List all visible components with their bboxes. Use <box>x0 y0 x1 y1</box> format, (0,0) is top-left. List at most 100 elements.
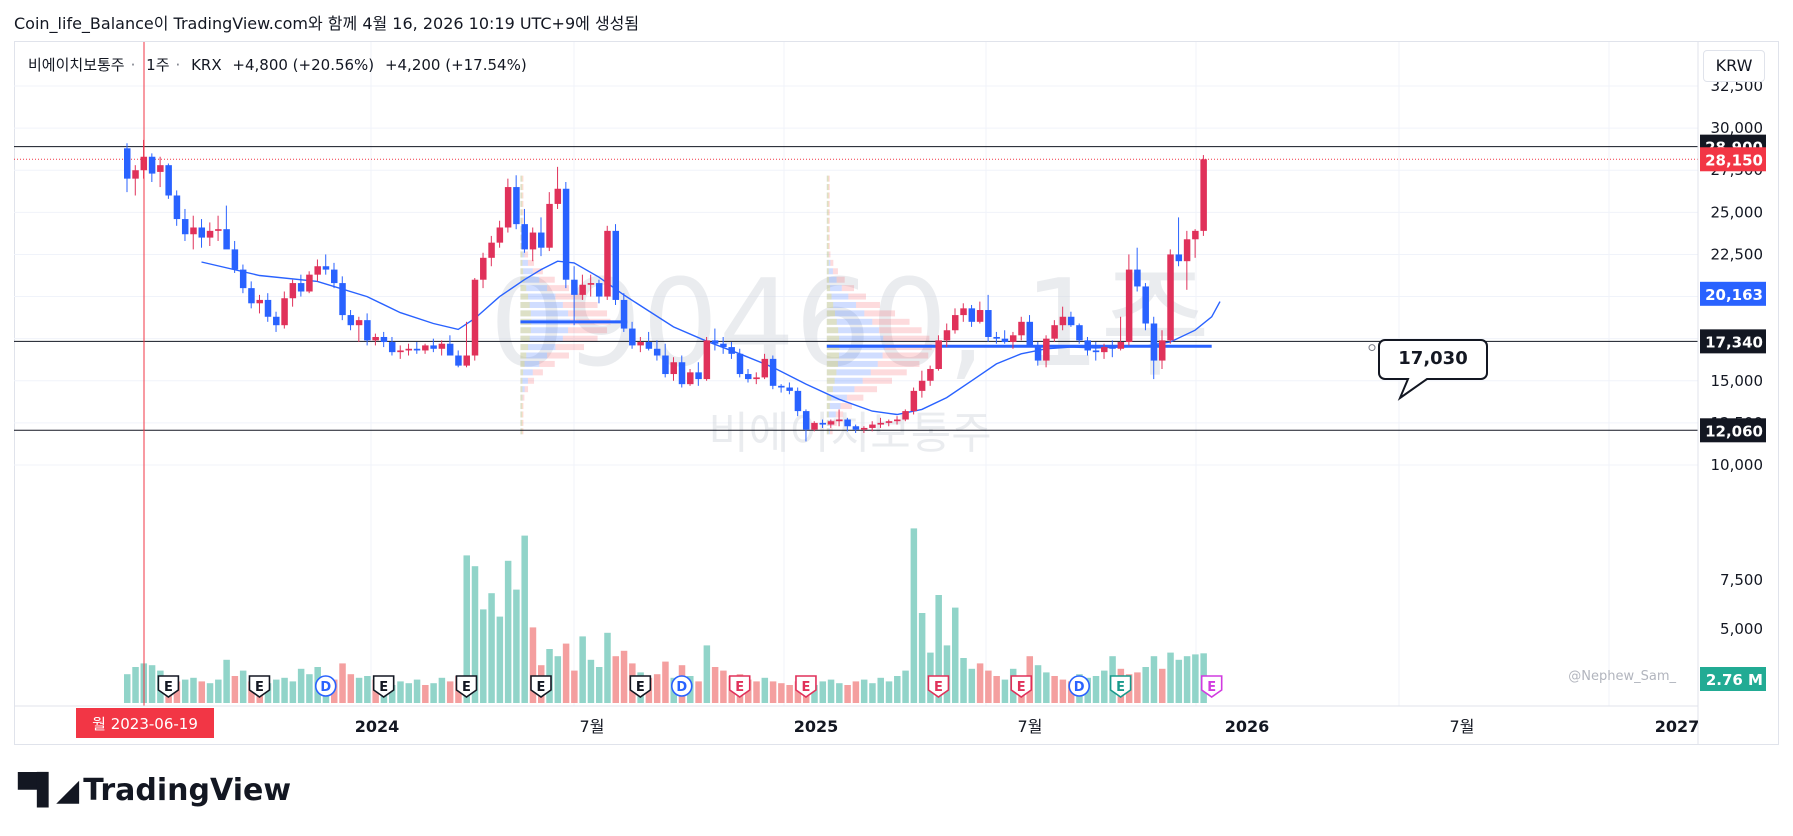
candle-body <box>413 348 421 351</box>
volume-bar <box>811 685 818 703</box>
candle-body <box>1175 254 1183 262</box>
time-tick-label: 7월 <box>1450 717 1475 736</box>
volume-bar <box>513 589 520 703</box>
candle-body <box>223 229 230 250</box>
legend-separator: · <box>130 56 136 74</box>
volume-bar <box>397 681 404 703</box>
price-label: 12,060 <box>1705 422 1763 440</box>
volume-bars <box>124 528 1207 703</box>
volume-profile-bin <box>520 403 523 410</box>
volume-bar <box>405 683 413 703</box>
volume-profile-bin <box>520 352 548 359</box>
candle-body <box>124 148 131 179</box>
volume-bar <box>562 643 570 703</box>
volume-profile-bin <box>562 335 598 342</box>
candle-body <box>1034 345 1042 361</box>
price-tick-label: 5,000 <box>1720 620 1763 638</box>
candle-body <box>595 283 603 297</box>
candle-body <box>1043 338 1050 361</box>
volume-bar <box>695 681 702 703</box>
candle-body <box>745 374 752 380</box>
candle-body <box>471 279 479 356</box>
volume-bar <box>132 667 139 703</box>
volume-profile-bin <box>826 301 857 308</box>
volume-profile-bin <box>520 352 527 359</box>
volume-bar <box>1167 652 1174 703</box>
volume-profile-bin <box>520 192 523 199</box>
symbol-legend[interactable]: 비에이치보통주 · 1주 · KRX +4,800 (+20.56%) +4,200… <box>28 54 533 75</box>
event-letter: E <box>802 680 811 695</box>
volume-profile-bin <box>520 259 528 266</box>
volume-profile-bin <box>840 403 852 410</box>
event-letter: E <box>255 680 264 695</box>
volume-profile-bin <box>828 184 830 191</box>
volume-profile-bin <box>828 251 831 258</box>
price-label: 20,163 <box>1705 286 1763 304</box>
volume-profile-bin <box>826 310 865 317</box>
volume-bar <box>480 609 487 703</box>
volume-bar <box>976 663 984 703</box>
volume-profile-bin <box>520 394 523 401</box>
volume-profile-bin <box>826 293 849 300</box>
snapshot-header: Coin_life_Balance이 TradingView.com와 함께 4… <box>14 14 640 33</box>
watermark-sub: 비에이치보통주 <box>708 408 991 459</box>
candle-body <box>952 315 959 331</box>
volume-label: 2.76 M <box>1706 671 1763 689</box>
volume-profile-bin <box>520 360 525 367</box>
volume-profile-bin <box>826 234 829 241</box>
candle-body <box>513 187 520 225</box>
candle-body <box>786 387 793 391</box>
volume-bar <box>852 681 860 703</box>
candle-body <box>910 390 918 412</box>
volume-profile-bin <box>826 428 831 435</box>
volume-profile-bin <box>520 200 523 207</box>
volume-profile-bin <box>826 268 833 275</box>
volume-profile-bin <box>826 259 829 266</box>
volume-profile-bin <box>826 369 871 376</box>
volume-profile-bin <box>826 386 855 393</box>
candle-body <box>827 421 835 425</box>
volume-profile-bin <box>826 327 879 334</box>
volume-profile-bin <box>520 251 523 258</box>
dividend-marker-icon: D <box>314 675 337 697</box>
volume-profile-bin <box>562 301 598 308</box>
volume-bar <box>463 555 470 703</box>
candle-body <box>322 266 330 270</box>
candle-body <box>529 232 537 250</box>
volume-profile-bin <box>522 175 524 182</box>
earnings-marker-icon: E <box>530 675 552 698</box>
volume-profile-bin <box>524 386 529 393</box>
volume-profile-bin <box>826 411 829 418</box>
volume-profile-bin <box>520 411 523 418</box>
candle-body <box>480 257 487 280</box>
price-tick-label: 25,000 <box>1711 203 1764 221</box>
currency-button[interactable]: KRW <box>1703 50 1765 82</box>
candle-body <box>281 298 288 326</box>
candle-body <box>397 350 404 353</box>
candle-body <box>1109 347 1116 349</box>
volume-profile-bin <box>828 175 830 182</box>
volume-profile-bin <box>836 276 845 283</box>
event-letter: E <box>1017 680 1026 695</box>
earnings-marker-icon: E <box>629 675 652 698</box>
volume-profile-bin <box>520 209 523 216</box>
volume-profile-bin <box>520 335 563 342</box>
volume-bar <box>297 668 305 703</box>
volume-bar <box>438 677 446 703</box>
candle-body <box>521 224 528 250</box>
tradingview-logo[interactable]: ▀▌◢ TradingView <box>18 773 291 808</box>
price-label-bg <box>1700 147 1766 172</box>
volume-bar <box>952 607 959 703</box>
earnings-shield <box>1109 675 1132 698</box>
volume-profile-bin <box>826 335 840 342</box>
time-tick-label: 2026 <box>1225 717 1270 736</box>
volume-profile-bin <box>826 217 829 224</box>
candle-body <box>355 320 363 326</box>
volume-profile-bin <box>520 184 523 191</box>
candle-body <box>703 340 711 380</box>
time-tick-label: 2025 <box>794 717 839 736</box>
candle-body <box>637 342 644 346</box>
legend-change-2: +4,200 (+17.54%) <box>384 56 527 74</box>
